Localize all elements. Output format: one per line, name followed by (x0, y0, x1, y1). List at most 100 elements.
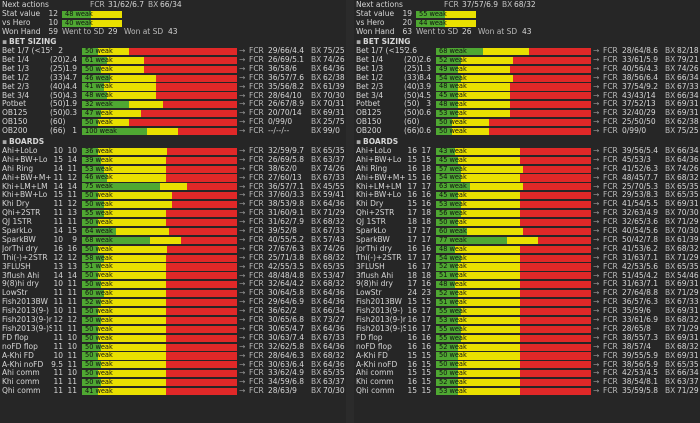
stat-row[interactable]: JorThi dry 16 16 48 weak → FCR 41/53/6.2 BX 68/3… (354, 244, 700, 254)
stat-row[interactable]: Ahi+LoLo 10 10 36 weak → FCR 32/59/9.7 BX 65/35 (0, 145, 346, 156)
stat-row[interactable]: Ahi+BW+Lo 15 15 45 weak → FCR 45/53/3 BX 64/36 (354, 154, 700, 165)
stat-row[interactable]: Potbet (50) 1.9 32 weak → FCR 26/67/8.9 BX 70/31 (0, 99, 346, 109)
stat-row[interactable]: Bet 1/7 (<15%)2.6 68 weak →FCR 28/64/8.6 BX8… (354, 46, 700, 56)
stat-row[interactable]: 3flush Ahi 14 14 50 weak → FCR 48/48/4.8 BX 53/4… (0, 271, 346, 281)
stat-row[interactable]: LowStr 24 23 52 weak → FCR 27/64/8.8 BX 71/29 (354, 288, 700, 298)
row-count: 16 (53, 243, 63, 253)
stat-row[interactable]: Ahi comm 11 10 50 weak → FCR 33/62/4.9 BX 65/35 (0, 368, 346, 378)
stat-row[interactable]: Bet 2/3 (40) 4.4 41 weak → FCR 35/56/8.2 BX 61/3… (0, 82, 346, 92)
stat-row[interactable]: Ahi+LoLo 16 17 43 weak → FCR 39/56/5.4 BX 66/34 (354, 146, 700, 156)
bx-value: 62/38 (323, 72, 345, 82)
stat-row[interactable]: Khi+LM+LM 14 14 75 weak → FCR 36/57/7.1 BX 45/55 (0, 181, 346, 192)
stat-row[interactable]: Khi+LM+LM 17 17 63 weak → FCR 25/70/5.3 BX 65/35 (354, 182, 700, 192)
bar-green (82, 47, 98, 55)
stat-row[interactable]: Bet 1/2 (33) 4.7 46 weak → FCR 36/57/7.6 BX 62/3… (0, 72, 346, 83)
stat-row[interactable]: A-Khi FD 15 15 50 weak → FCR 39/55/5.9 BX 69/31 (354, 351, 700, 361)
stat-row[interactable]: Khi+BW+Lo 16 16 45 weak → FCR 29/53/8.3 BX 65/35 (354, 190, 700, 200)
stat-row[interactable]: Fish2013(9-)noSTR121250 weak→FCR30/65/6.… (0, 315, 346, 325)
stat-row[interactable]: OB125 (50) 0.6 53 weak → FCR 32/40/29 BX 69/31 (354, 108, 700, 118)
stat-row[interactable]: Bet 1/3 (25) 1.9 50 weak → FCR 36/58/6 BX 64/36 (0, 64, 346, 74)
stat-row[interactable]: Fish2013(9-)noSTR16 17 53 weak →FCR 33/61/6.… (354, 315, 700, 325)
stat-row[interactable]: Bet 1/4 (20) 2.6 52 weak → FCR 33/61/5.9 BX 79/2… (354, 55, 700, 65)
stat-row[interactable]: FD flop 16 16 55 weak → FCR 38/55/7.3 BX 69/31 (354, 332, 700, 343)
stat-row[interactable]: Khi Dry 11 12 50 weak → FCR 38/53/9.8 BX 64/36 (0, 199, 346, 209)
weak-label: 50 weak (85, 271, 113, 280)
bar-green (436, 290, 458, 298)
stat-row[interactable]: Bet 2/3 (40) 3.9 48 weak → FCR 37/54/9.2 BX 67/3… (354, 82, 700, 92)
stat-row[interactable]: A-Khi noFD 9.5 11 50 weak → FCR 30/63/6.4 BX 64/… (0, 360, 346, 370)
row-count: 16 (407, 332, 417, 342)
stat-row[interactable]: Khi comm 16 15 52 weak → FCR 38/54/8.1 BX 63/37 (354, 377, 700, 387)
stat-row[interactable]: 3FLUSH 16 17 52 weak → FCR 42/53/5.6 BX 65/35 (354, 262, 700, 272)
stat-row[interactable]: 9(8)hi dry 10 11 50 weak → FCR 32/64/4.2 BX 68/3… (0, 279, 346, 289)
stat-row[interactable]: Ahi Ring 14 11 53 weak → FCR 38/62/0 BX 74/26 (0, 164, 346, 174)
row-value: 18 (421, 270, 431, 280)
stat-row[interactable]: OB125 (50) 0.3 47 weak → FCR 20/70/14 BX 69/31 (0, 108, 346, 118)
strength-bar: 50 weak (82, 245, 237, 253)
stat-row[interactable]: Qhi comm 11 11 41 weak → FCR 28/63/9 BX 70/30 (0, 386, 346, 396)
stat-row[interactable]: OB150 (60) 50 weak → FCR 25/50/50 BX 62/38 (354, 117, 700, 127)
bx-value: 54/46 (677, 270, 699, 280)
stat-row[interactable]: Ahi comm 15 15 50 weak → FCR 42/53/4.5 BX 66/34 (354, 368, 700, 378)
stat-row[interactable]: Bet 3/4 (50) 4.3 48 weak → FCR 28/64/10 BX 70/30 (0, 91, 346, 101)
arrow-icon: → (239, 145, 246, 155)
stat-row[interactable]: Potbet (50) 3 48 weak → FCR 37/52/13 BX 69/31 (354, 99, 700, 109)
bet-sizing-header-title: BET SIZING (363, 37, 411, 47)
stat-row[interactable]: Bet 3/4 (50) 4.5 45 weak → FCR 43/43/14 BX 66/34 (354, 91, 700, 101)
stat-row[interactable]: LowStr 11 11 60 weak → FCR 30/64/5.8 BX 64/36 (0, 288, 346, 298)
bar-red (165, 272, 237, 280)
stat-row[interactable]: Fish2013BW 11 11 52 weak → FCR 29/64/6.9 BX 64/3… (0, 297, 346, 307)
stat-row[interactable]: OB200 (66) 1 100 weak → FCR --/--/-- BX 99/0 (0, 126, 346, 136)
stat-row[interactable]: 3flush Ahi 18 18 51 weak → FCR 51/45/4.2 BX 54/4… (354, 270, 700, 281)
stat-row[interactable]: 9(8)hi dry 17 16 48 weak → FCR 31/63/7.1 BX 69/3… (354, 279, 700, 289)
row-count: 16 (407, 306, 417, 316)
stat-row[interactable]: Ahi+BW+M+FD11 12 46 weak →FCR 27/60/13 BX67/3… (0, 173, 346, 183)
bar-yellow (97, 325, 166, 333)
stat-row[interactable]: OB150 (60) 50 weak → FCR 0/99/0 BX 25/75 (0, 117, 346, 127)
bar-red (510, 92, 591, 100)
stat-row[interactable]: A-Khi noFD 16 15 50 weak → FCR 38/56/5.9 BX 65/3… (354, 360, 700, 370)
stat-row[interactable]: Khi+BW+Lo 15 11 50 weak → FCR 37/60/3.3 BX 59/41 (0, 190, 346, 200)
stat-row[interactable]: A-Khi FD 10 11 50 weak → FCR 28/64/6.3 BX 68/32 (0, 351, 346, 361)
fcr-value: 45/53/3 (622, 154, 651, 164)
arrow-icon: → (593, 386, 600, 396)
stat-row[interactable]: Thi(-)+2STR 12 12 58 weak → FCR 25/71/3.8 BX 68/… (0, 253, 346, 263)
bar-yellow (97, 245, 168, 253)
stat-row[interactable]: Fish2013(9-)STR16 17 55 weak →FCR 28/65/8 BX7… (354, 324, 700, 334)
stat-row[interactable]: Fish2013BW 15 15 51 weak → FCR 36/57/6.3 BX 67/3… (354, 297, 700, 307)
stat-row[interactable]: noFD flop 11 10 50 weak → FCR 32/62/5.8 BX 64/36 (0, 342, 346, 352)
stat-row[interactable]: SparkBW 17 17 77 weak → FCR 50/42/7.8 BX 61/39 (354, 235, 700, 245)
stat-row[interactable]: Khi Dry 15 16 53 weak → FCR 41/54/5.5 BX 69/31 (354, 199, 700, 209)
weak-label: 50 weak (85, 342, 113, 351)
stat-row[interactable]: SparkLo 17 17 60 weak → FCR 40/54/5.6 BX 70/30 (354, 226, 700, 236)
stat-row[interactable]: OB200 (66) 0.6 50 weak → FCR 0/99/0 BX 75/25 (354, 126, 700, 136)
stat-row[interactable]: Qhi+2STR 17 18 56 weak → FCR 32/63/4.9 BX 70/30 (354, 208, 700, 218)
stat-row[interactable]: Bet 1/7 (<15%) 2 50 weak →FCR 29/66/4.4 BX75/… (0, 46, 346, 56)
stat-row[interactable]: Bet 1/2 (33) 8.4 54 weak → FCR 38/56/6.4 BX 66/3… (354, 72, 700, 83)
stat-row[interactable]: Thi(-)+2STR 17 17 54 weak → FCR 31/63/7.1 BX 71/… (354, 253, 700, 263)
stat-row[interactable]: Fish2013(9-) 16 17 55 weak → FCR 35/59/6 BX 69/3… (354, 306, 700, 316)
stat-row[interactable]: Fish2013(9-) 10 11 50 weak → FCR 36/62/2 BX 66/3… (0, 306, 346, 316)
stat-row[interactable]: FD flop 11 10 50 weak → FCR 30/63/7.4 BX 67/33 (0, 333, 346, 343)
weak-label: 52 weak (439, 378, 467, 387)
stat-row[interactable]: noFD flop 16 16 52 weak → FCR 38/57/4 BX 68/32 (354, 342, 700, 352)
stat-row[interactable]: Qhi comm 15 15 53 weak → FCR 35/59/5.8 BX 71/29 (354, 386, 700, 396)
fcr-value: 38/56/6.4 (622, 72, 659, 82)
stat-row[interactable]: SparkBW 10 9 68 weak → FCR 40/55/5.2 BX 57/43 (0, 235, 346, 245)
stat-row[interactable]: Qhi+2STR 11 13 55 weak → FCR 31/60/9.1 BX 71/29 (0, 208, 346, 218)
stat-row[interactable]: Ahi+BW+Lo 15 14 39 weak → FCR 26/69/5.8 BX 63/37 (0, 155, 346, 165)
stat-row[interactable]: SparkLo 14 15 64 weak → FCR 39/52/8 BX 67/33 (0, 226, 346, 236)
stat-row[interactable]: Khi comm 11 11 50 weak → FCR 34/59/6.8 BX 63/37 (0, 377, 346, 387)
stat-row[interactable]: Bet 1/4 (20) 2.4 61 weak → FCR 26/69/5.1 BX 74/2… (0, 55, 346, 65)
strength-bar: 53 weak (436, 316, 591, 324)
stat-row[interactable]: Bet 1/3 (25) 1.3 49 weak → FCR 40/56/4.3 BX 74/2… (354, 64, 700, 74)
stat-row[interactable]: 3FLUSH 13 13 51 weak → FCR 42/55/3.5 BX 65/35 (0, 262, 346, 272)
bar-yellow (457, 361, 520, 369)
stat-row[interactable]: Ahi Ring 16 18 57 weak → FCR 41/52/6.3 BX 74/26 (354, 164, 700, 174)
fcr-key: FCR (249, 181, 264, 191)
stat-row[interactable]: QJ 1STR 18 18 50 weak → FCR 32/65/3.6 BX 71/29 (354, 217, 700, 227)
stat-row[interactable]: JorThi dry 16 16 50 weak → FCR 27/67/6.3 BX 74/2… (0, 243, 346, 254)
stat-row[interactable]: QJ 1STR 11 11 50 weak → FCR 31/62/7.9 BX 68/32 (0, 217, 346, 227)
